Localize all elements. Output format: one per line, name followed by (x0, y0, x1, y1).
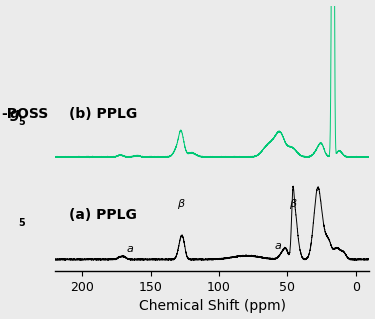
X-axis label: Chemical Shift (ppm): Chemical Shift (ppm) (139, 300, 286, 314)
Text: β: β (177, 199, 184, 209)
Text: (b) PPLG: (b) PPLG (69, 107, 137, 121)
Text: a: a (274, 241, 281, 251)
Text: (a) PPLG: (a) PPLG (69, 208, 136, 222)
Text: 5: 5 (19, 218, 26, 228)
Text: a: a (127, 244, 134, 254)
Text: 5: 5 (19, 117, 26, 127)
Text: -: - (15, 107, 20, 121)
Text: -POSS: -POSS (2, 107, 49, 121)
Text: β: β (289, 199, 296, 209)
Text: g: g (10, 107, 20, 121)
